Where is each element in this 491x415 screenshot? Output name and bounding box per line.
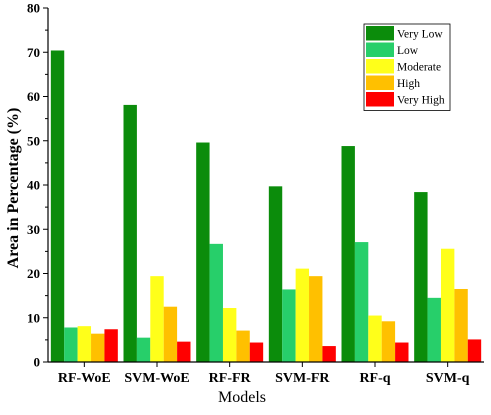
legend-label: Moderate <box>397 62 441 74</box>
y-tick-label: 30 <box>27 222 40 237</box>
bar-rf-woe-high <box>91 333 105 362</box>
x-tick-label: SVM-WoE <box>124 371 189 386</box>
bar-svm-q-low <box>427 297 441 362</box>
y-tick-label: 0 <box>34 355 41 370</box>
bar-rf-q-very-high <box>395 342 409 362</box>
y-tick-label: 40 <box>27 178 40 193</box>
x-tick-label: SVM-q <box>426 371 470 386</box>
bar-rf-woe-low <box>64 327 78 362</box>
y-axis-title: Area in Percentage (%) <box>5 108 22 269</box>
bar-rf-fr-moderate <box>222 308 237 362</box>
bar-svm-woe-high <box>163 306 178 362</box>
bar-rf-fr-high <box>236 330 250 362</box>
bar-rf-fr-very-low <box>196 142 210 362</box>
bar-svm-woe-low <box>136 337 151 362</box>
legend-label: Low <box>397 45 419 57</box>
legend-label: Very High <box>397 95 445 107</box>
legend-swatch <box>366 26 394 41</box>
x-tick-label: RF-FR <box>209 371 252 386</box>
bars-layer <box>50 50 482 362</box>
bar-svm-q-very-low <box>414 192 428 362</box>
x-tick-label: SVM-FR <box>275 371 330 386</box>
ticks-layer: 0 10 20 30 40 50 60 70 80 RF-WoE SVM-WoE RF-FR SVM-F… <box>27 1 470 387</box>
y-tick-label: 10 <box>27 310 40 325</box>
bar-rf-q-very-low <box>341 146 355 362</box>
bar-svm-fr-very-low <box>268 186 283 362</box>
bar-svm-q-very-high <box>467 339 482 362</box>
bar-svm-fr-high <box>309 276 323 362</box>
bar-rf-woe-very-high <box>104 329 118 362</box>
bar-rf-q-low <box>354 242 369 362</box>
y-tick-label: 80 <box>27 1 40 16</box>
bar-svm-q-moderate <box>440 248 455 362</box>
bar-svm-woe-moderate <box>150 276 164 362</box>
y-tick-label: 60 <box>27 89 40 104</box>
x-tick-label: RF-q <box>359 371 390 386</box>
legend: Very Low Low Moderate High Very High <box>363 23 451 111</box>
legend-swatch <box>366 75 394 90</box>
bar-rf-fr-very-high <box>249 342 264 362</box>
y-tick-label: 70 <box>27 45 40 60</box>
bar-rf-woe-very-low <box>50 50 65 362</box>
bar-svm-woe-very-low <box>123 104 137 362</box>
x-axis-title: Models <box>218 389 266 406</box>
bar-svm-fr-moderate <box>295 268 310 362</box>
bar-svm-fr-very-high <box>322 346 336 362</box>
bar-rf-q-high <box>381 321 396 362</box>
legend-swatch <box>366 59 394 74</box>
legend-swatch <box>366 42 394 57</box>
legend-label: High <box>397 78 420 90</box>
legend-swatch <box>366 92 394 107</box>
x-tick-label: RF-WoE <box>58 371 111 386</box>
bar-svm-q-high <box>454 288 468 362</box>
y-tick-label: 50 <box>27 133 40 148</box>
bar-rf-fr-low <box>209 243 223 362</box>
legend-label: Very Low <box>397 29 443 41</box>
y-tick-label: 20 <box>27 266 40 281</box>
bar-rf-q-moderate <box>368 315 382 362</box>
bar-svm-fr-low <box>282 289 296 362</box>
bar-rf-woe-moderate <box>77 326 92 362</box>
bar-svm-woe-very-high <box>177 341 191 362</box>
